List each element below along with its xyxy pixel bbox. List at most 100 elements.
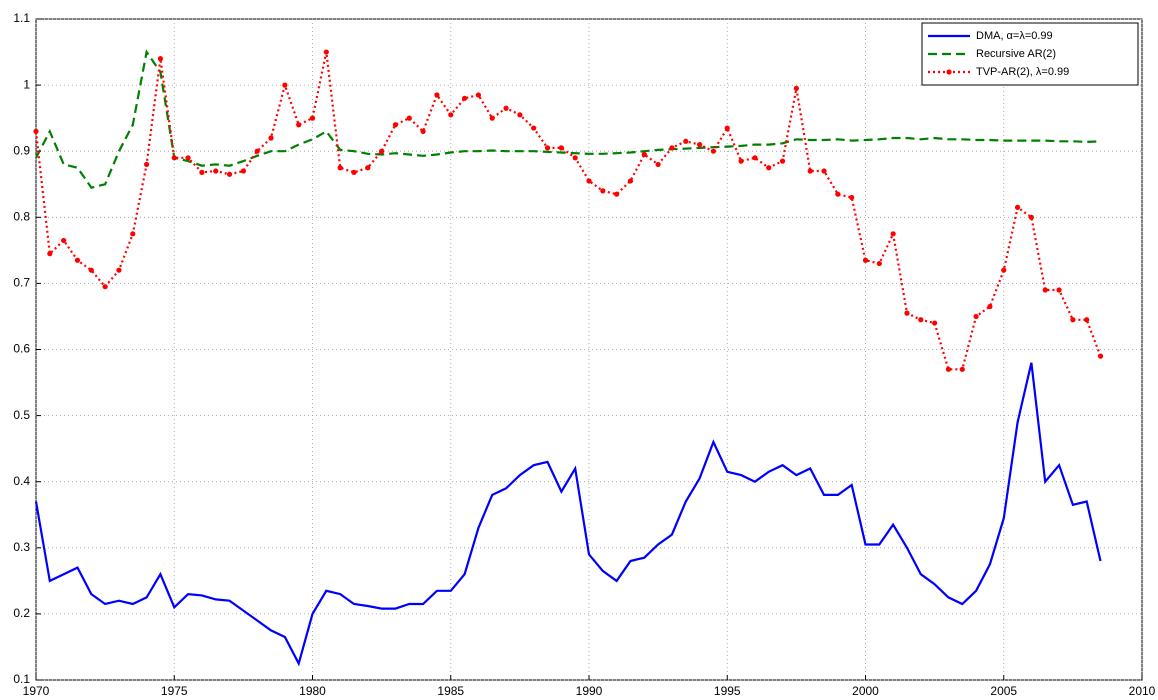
y-tick-label: 0.7 <box>13 276 30 290</box>
y-tick-label: 0.6 <box>13 342 30 356</box>
point <box>821 168 827 174</box>
point <box>614 191 620 197</box>
point <box>752 155 758 161</box>
x-tick-label: 1990 <box>576 684 603 698</box>
point <box>282 82 288 88</box>
point <box>88 267 94 273</box>
point <box>918 317 924 323</box>
point <box>240 168 246 174</box>
point <box>669 145 675 151</box>
point <box>268 135 274 141</box>
point <box>558 145 564 151</box>
point <box>849 194 855 201</box>
point <box>309 115 316 121</box>
point <box>116 267 122 273</box>
point <box>337 165 343 171</box>
point <box>434 92 440 98</box>
point <box>1070 317 1076 323</box>
point <box>531 125 537 131</box>
y-tick-label: 0.9 <box>13 143 30 157</box>
point <box>61 237 67 244</box>
point <box>973 313 979 320</box>
point <box>959 366 965 372</box>
y-tick-label: 1 <box>23 77 30 91</box>
series-line <box>34 362 1102 667</box>
point <box>627 178 634 184</box>
y-tick-label: 1.1 <box>13 11 30 25</box>
point <box>890 231 896 237</box>
point <box>1097 353 1104 359</box>
point <box>365 165 371 171</box>
point <box>586 178 592 184</box>
legend-marker <box>946 69 952 75</box>
point <box>724 125 730 131</box>
point <box>226 171 233 177</box>
point <box>379 148 385 154</box>
point <box>323 49 329 55</box>
legend-label: DMA, α=λ=0.99 <box>976 30 1053 42</box>
point <box>641 151 647 158</box>
point <box>697 141 703 148</box>
point <box>475 92 481 98</box>
point <box>779 158 786 164</box>
point <box>544 145 551 151</box>
y-tick-label: 0.4 <box>13 474 30 488</box>
point <box>945 366 952 372</box>
point <box>171 155 177 161</box>
point <box>876 260 882 267</box>
point <box>489 115 495 121</box>
point <box>904 310 910 316</box>
point <box>738 158 744 164</box>
point <box>420 128 426 134</box>
x-tick-label: 1980 <box>299 684 326 698</box>
point <box>254 148 260 154</box>
point <box>835 191 841 197</box>
point <box>144 161 150 168</box>
point <box>793 85 799 92</box>
point <box>1042 287 1048 293</box>
x-tick-label: 1970 <box>23 684 50 698</box>
point <box>1028 214 1034 220</box>
point <box>47 251 53 257</box>
point <box>33 128 39 134</box>
y-tick-label: 0.1 <box>13 672 30 686</box>
y-tick-label: 0.3 <box>13 540 30 554</box>
point <box>807 168 813 174</box>
point <box>1056 287 1062 293</box>
series-line <box>35 49 1101 189</box>
x-tick-label: 1995 <box>714 684 741 698</box>
point <box>710 148 717 154</box>
point <box>213 168 219 174</box>
point <box>102 284 108 290</box>
point <box>199 169 205 175</box>
point <box>1084 317 1090 323</box>
x-tick-label: 1985 <box>437 684 464 698</box>
point <box>572 155 578 161</box>
point <box>130 231 136 237</box>
point <box>1001 267 1007 273</box>
point <box>517 112 523 118</box>
point <box>862 257 869 263</box>
point <box>655 161 661 168</box>
x-tick-label: 2010 <box>1129 684 1156 698</box>
point <box>296 122 302 128</box>
point <box>987 303 993 310</box>
point <box>932 320 938 326</box>
x-tick-label: 1975 <box>161 684 188 698</box>
y-tick-label: 0.5 <box>13 408 30 422</box>
y-tick-label: 0.8 <box>13 209 30 223</box>
point <box>503 105 509 111</box>
point <box>1014 204 1021 210</box>
point <box>406 115 412 121</box>
point <box>600 188 606 194</box>
x-tick-label: 2000 <box>852 684 879 698</box>
point <box>185 155 191 161</box>
point <box>766 165 772 171</box>
point <box>461 95 468 101</box>
legend-label: Recursive AR(2) <box>976 48 1056 60</box>
x-tick-label: 2005 <box>990 684 1017 698</box>
legend-label: TVP-AR(2), λ=0.99 <box>976 66 1069 78</box>
point <box>683 138 689 144</box>
point <box>351 169 357 175</box>
